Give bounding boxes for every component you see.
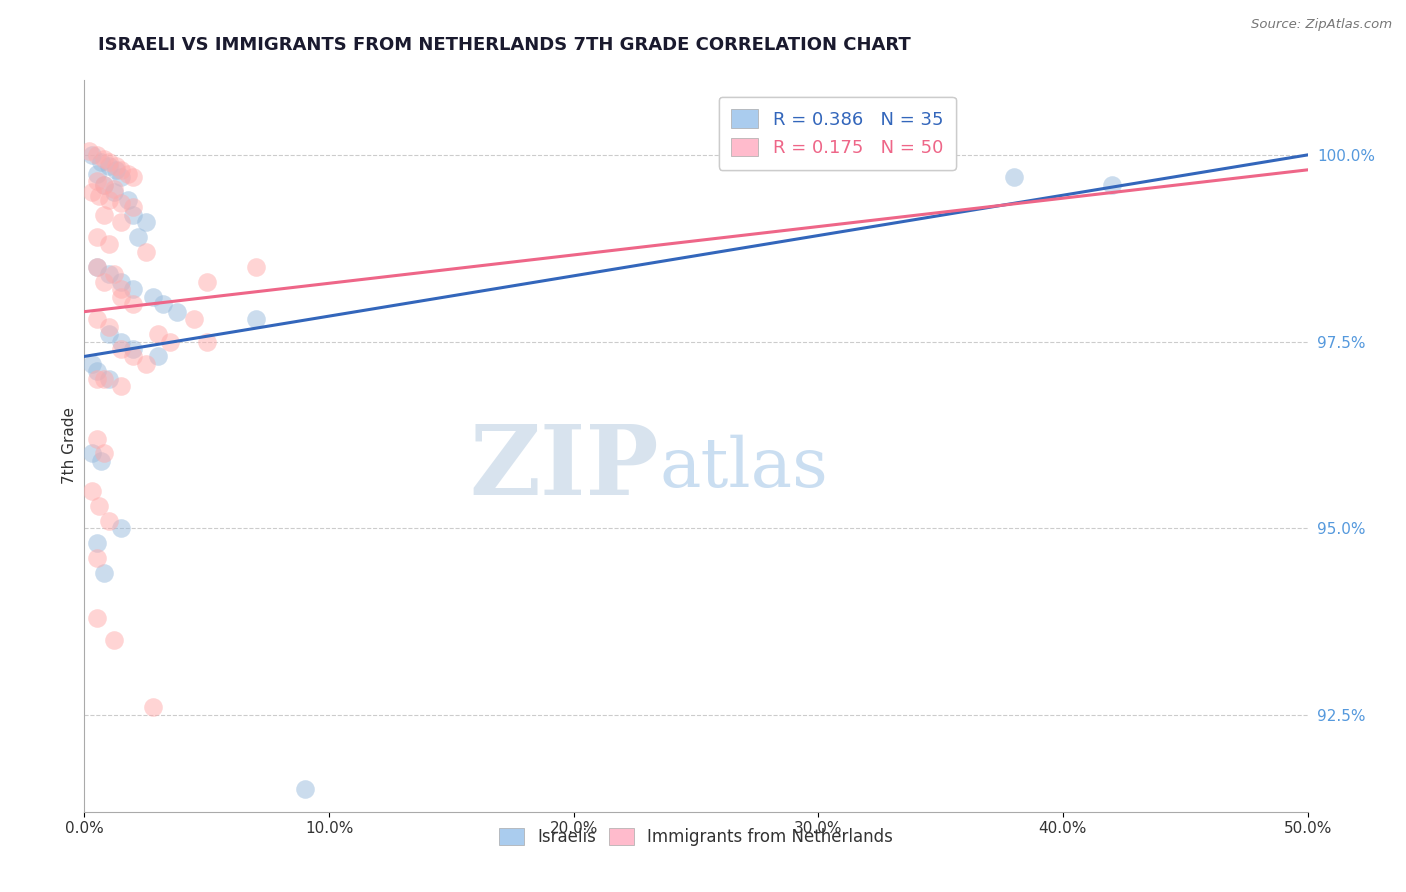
Point	[86, 551, 108, 566]
Point	[146, 350, 169, 364]
Point	[142, 290, 165, 304]
Point	[86, 610, 108, 624]
Point	[80, 483, 103, 498]
Point	[90, 155, 112, 169]
Point	[97, 237, 120, 252]
Point	[97, 268, 120, 282]
Point	[77, 144, 100, 158]
Point	[135, 244, 157, 259]
Point	[110, 215, 132, 229]
Point	[86, 312, 108, 326]
Point	[110, 275, 132, 289]
Point	[80, 148, 103, 162]
Point	[93, 372, 115, 386]
Point	[110, 282, 132, 296]
Point	[103, 268, 125, 282]
Point	[93, 275, 115, 289]
Point	[93, 208, 115, 222]
Point	[1002, 170, 1025, 185]
Point	[86, 230, 108, 244]
Point	[93, 152, 115, 166]
Text: Source: ZipAtlas.com: Source: ZipAtlas.com	[1251, 18, 1392, 31]
Point	[110, 334, 132, 349]
Point	[127, 230, 149, 244]
Point	[97, 193, 120, 207]
Point	[117, 193, 139, 207]
Point	[142, 700, 165, 714]
Point	[90, 454, 112, 468]
Point	[110, 379, 132, 393]
Point	[86, 432, 108, 446]
Point	[93, 446, 115, 460]
Text: ISRAELI VS IMMIGRANTS FROM NETHERLANDS 7TH GRADE CORRELATION CHART: ISRAELI VS IMMIGRANTS FROM NETHERLANDS 7…	[98, 36, 911, 54]
Text: ZIP: ZIP	[470, 421, 659, 515]
Point	[110, 342, 132, 356]
Point	[183, 312, 205, 326]
Point	[86, 260, 108, 274]
Point	[110, 290, 132, 304]
Point	[135, 215, 157, 229]
Point	[97, 326, 120, 341]
Point	[93, 178, 115, 192]
Legend: Israelis, Immigrants from Netherlands: Israelis, Immigrants from Netherlands	[491, 820, 901, 855]
Point	[103, 181, 125, 195]
Point	[87, 189, 110, 203]
Point	[105, 159, 128, 173]
Y-axis label: 7th Grade: 7th Grade	[62, 408, 77, 484]
Point	[97, 514, 120, 528]
Point	[110, 162, 132, 177]
Point	[86, 148, 108, 162]
Point	[159, 334, 181, 349]
Point	[97, 319, 120, 334]
Point	[86, 167, 108, 181]
Point	[122, 200, 145, 214]
Point	[86, 372, 108, 386]
Point	[245, 312, 267, 326]
Point	[245, 260, 267, 274]
Point	[86, 260, 108, 274]
Point	[195, 275, 218, 289]
Point	[103, 633, 125, 648]
Point	[80, 446, 103, 460]
Point	[195, 334, 218, 349]
Point	[122, 350, 145, 364]
Point	[87, 499, 110, 513]
Point	[80, 357, 103, 371]
Point	[105, 162, 128, 177]
Point	[93, 178, 115, 192]
Point	[152, 297, 174, 311]
Point	[86, 364, 108, 378]
Point	[117, 167, 139, 181]
Point	[294, 782, 316, 797]
Point	[122, 208, 145, 222]
Point	[110, 196, 132, 211]
Point	[110, 521, 132, 535]
Point	[1101, 178, 1123, 192]
Point	[122, 282, 145, 296]
Point	[97, 155, 120, 169]
Point	[166, 304, 188, 318]
Point	[122, 170, 145, 185]
Point	[135, 357, 157, 371]
Point	[103, 186, 125, 200]
Text: atlas: atlas	[659, 434, 828, 501]
Point	[110, 170, 132, 185]
Point	[93, 566, 115, 580]
Point	[122, 342, 145, 356]
Point	[80, 186, 103, 200]
Point	[146, 326, 169, 341]
Point	[122, 297, 145, 311]
Point	[97, 372, 120, 386]
Point	[86, 174, 108, 188]
Point	[97, 159, 120, 173]
Point	[86, 536, 108, 550]
